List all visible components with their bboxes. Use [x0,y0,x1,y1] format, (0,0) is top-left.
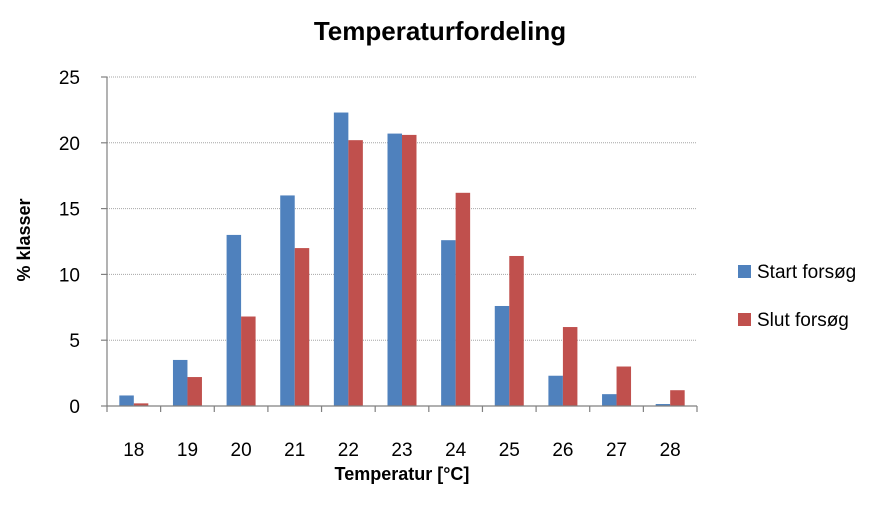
x-tick-label: 24 [445,440,467,461]
bar-slut-26 [562,327,578,406]
bars [119,112,685,407]
bar-start-27 [602,394,617,406]
bar-slut-24 [455,192,471,406]
x-axis-title: Temperatur [°C] [335,464,470,484]
bar-slut-28 [670,390,685,406]
axes [101,76,698,412]
y-tick-label: 0 [69,397,80,418]
bar-slut-21 [294,248,310,406]
x-tick-labels: 18 19 20 21 22 23 24 25 26 27 28 [123,440,681,461]
bar-start-18 [119,395,134,406]
legend-swatch-start [738,265,751,278]
bar-slut-19 [187,377,202,406]
bar-start-28 [655,404,671,406]
legend-label-start: Start forsøg [757,262,856,283]
x-tick-label: 19 [177,440,198,461]
bar-start-23 [387,133,402,406]
x-tick-label: 18 [123,440,144,461]
legend-swatch-slut [738,313,751,326]
bar-slut-18 [133,403,149,406]
x-tick-label: 26 [552,440,573,461]
bar-start-25 [494,305,510,406]
bar-start-24 [441,240,456,406]
bar-start-19 [172,359,188,406]
chart-title: Temperaturfordeling [314,16,566,46]
y-tick-label: 25 [59,68,80,89]
y-tick-label: 15 [59,200,80,221]
x-tick-label: 28 [660,440,681,461]
x-tick-label: 23 [391,440,412,461]
bar-slut-22 [348,140,363,406]
bar-slut-23 [402,134,417,407]
bar-slut-25 [509,255,524,406]
bar-start-22 [333,112,349,407]
y-tick-labels: 0 5 10 15 20 25 [59,68,80,418]
y-tick-label: 5 [69,331,80,352]
x-tick-label: 22 [338,440,359,461]
y-tick-label: 20 [59,134,80,155]
x-tick-label: 27 [606,440,627,461]
y-axis-title: % klasser [14,198,34,281]
y-tick-label: 10 [59,265,80,286]
bar-slut-27 [616,366,632,406]
bar-start-21 [280,195,295,406]
bar-slut-20 [241,316,256,406]
legend: Start forsøg Slut forsøg [738,262,856,331]
x-tick-label: 25 [499,440,520,461]
bar-start-26 [548,375,563,406]
bar-start-20 [226,234,242,406]
legend-label-slut: Slut forsøg [757,310,849,331]
x-tick-label: 21 [284,440,305,461]
x-tick-label: 20 [231,440,252,461]
